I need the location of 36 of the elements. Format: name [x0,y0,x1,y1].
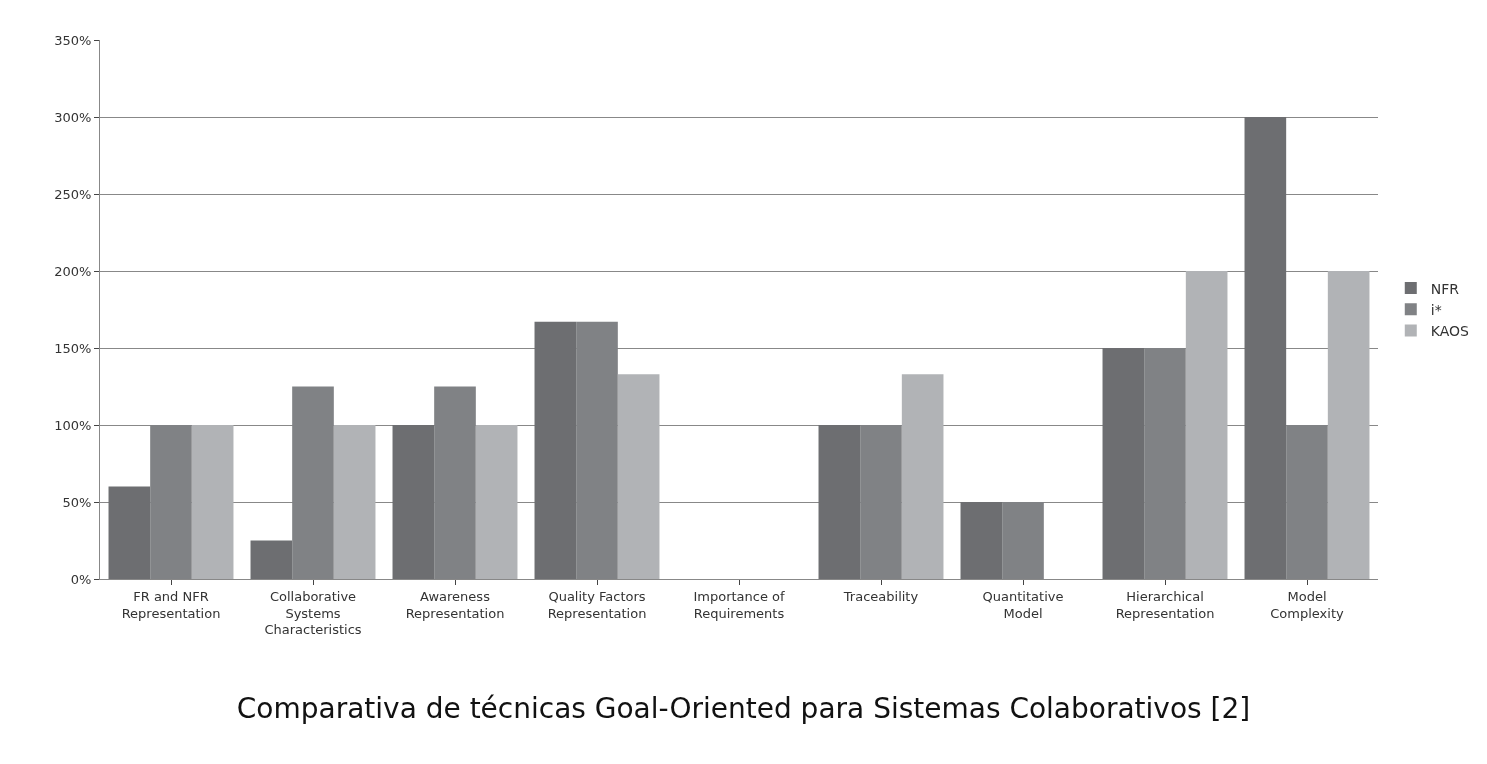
x-tick-label: Awareness Representation [405,588,505,621]
bar [191,425,234,579]
bar [1185,271,1228,579]
text: Comparativa de técnicas Goal-Oriented para Sistemas Colaborativos [2] [236,692,1251,726]
y-tick-label: 100% [54,417,92,433]
bar [960,502,1003,579]
y-tick-label: 300% [54,109,92,125]
bar [333,425,376,579]
y-tick-label: 50% [62,494,92,510]
bar [1327,271,1370,579]
bar [475,425,518,579]
bar [534,321,577,579]
x-tick-label: Traceability [842,588,919,604]
bar [1244,117,1287,579]
bar [250,540,293,579]
x-tick-label: Importance of Requirements [693,588,785,621]
y-tick-label: 150% [54,340,92,356]
legend-label: i* [1430,301,1442,318]
y-tick-label: 0% [70,571,92,587]
bar [1102,348,1145,579]
x-tick-label: FR and NFR Representation [121,588,221,621]
y-tick-label: 200% [54,263,92,279]
x-tick-label: Hierarchical Representation [1115,588,1215,621]
x-tick-label: Quantitative Model [982,588,1064,621]
legend-label: NFR [1430,280,1460,297]
legend-label: KAOS [1430,322,1470,339]
bar [108,486,151,579]
bar [901,374,944,579]
y-tick-label: 350% [54,32,92,48]
x-tick-label: Model Complexity [1270,588,1345,621]
x-tick-label: Collaborative Systems Characteristics [264,588,362,638]
bar [392,425,435,579]
bar [818,425,861,579]
y-tick-label: 250% [54,186,92,202]
x-tick-label: Quality Factors Representation [547,588,647,621]
bar [617,374,660,579]
